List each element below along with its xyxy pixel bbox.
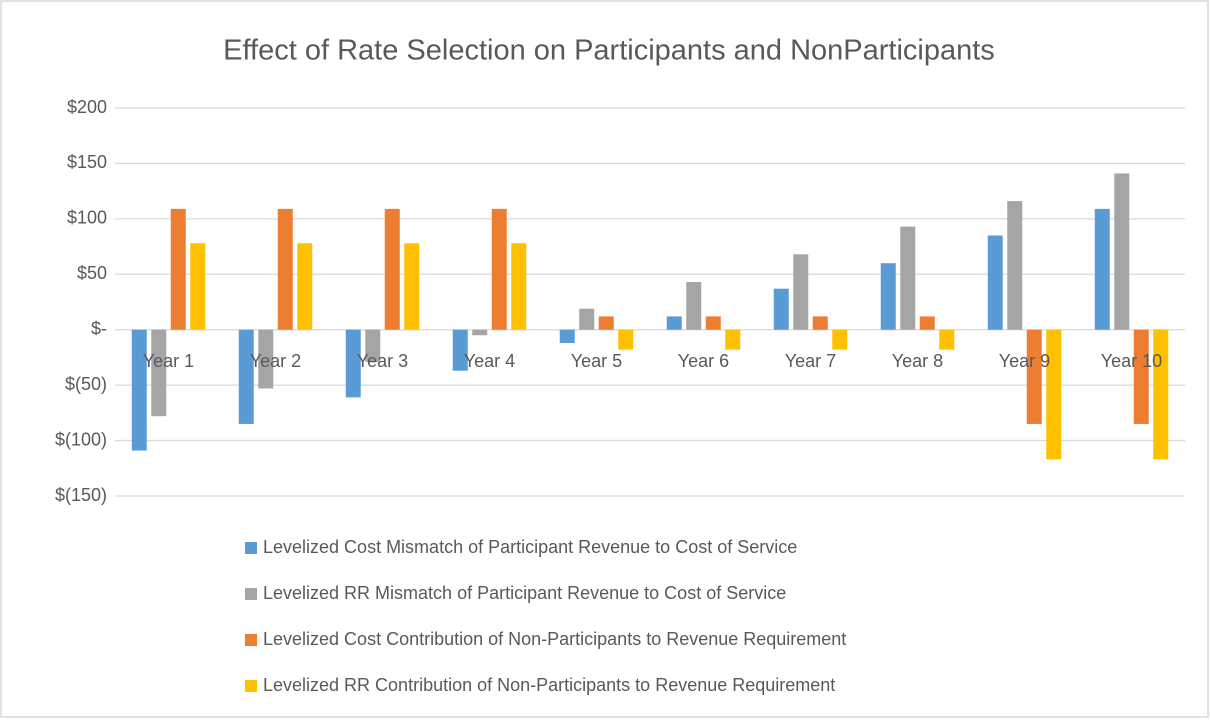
bar bbox=[1026, 329, 1042, 424]
bar bbox=[1007, 201, 1023, 330]
bar bbox=[559, 329, 575, 344]
bar bbox=[404, 243, 420, 330]
x-tick-label: Year 1 bbox=[143, 351, 194, 371]
bar bbox=[345, 329, 361, 398]
bar bbox=[773, 288, 789, 330]
bar bbox=[297, 243, 313, 330]
bar bbox=[793, 254, 809, 330]
y-tick-label: $(150) bbox=[55, 485, 107, 505]
bar bbox=[666, 316, 682, 330]
x-tick-label: Year 2 bbox=[250, 351, 301, 371]
bar bbox=[832, 329, 848, 350]
legend-label: Levelized RR Contribution of Non-Partici… bbox=[263, 675, 835, 695]
bar bbox=[452, 329, 468, 371]
bar bbox=[919, 316, 935, 330]
x-tick-label: Year 10 bbox=[1101, 351, 1162, 371]
bar bbox=[579, 308, 595, 330]
y-tick-label: $150 bbox=[67, 152, 107, 172]
bar bbox=[190, 243, 206, 330]
y-tick-label: $(100) bbox=[55, 429, 107, 449]
y-tick-label: $(50) bbox=[65, 374, 107, 394]
chart-title: Effect of Rate Selection on Participants… bbox=[223, 35, 995, 67]
bar bbox=[384, 208, 400, 330]
legend-swatch bbox=[245, 542, 257, 554]
y-tick-label: $100 bbox=[67, 208, 107, 228]
y-tick-label: $- bbox=[91, 318, 107, 338]
bar bbox=[491, 208, 507, 330]
bar bbox=[1094, 208, 1110, 330]
legend-swatch bbox=[245, 634, 257, 646]
legend-label: Levelized Cost Mismatch of Participant R… bbox=[263, 537, 797, 557]
bar bbox=[686, 282, 702, 330]
bar bbox=[705, 316, 721, 330]
bar bbox=[258, 329, 274, 389]
legend-label: Levelized RR Mismatch of Participant Rev… bbox=[263, 583, 786, 603]
bar bbox=[987, 235, 1003, 330]
bar bbox=[725, 329, 741, 350]
bar bbox=[277, 208, 293, 330]
x-tick-label: Year 3 bbox=[357, 351, 408, 371]
x-tick-label: Year 8 bbox=[892, 351, 943, 371]
bar bbox=[812, 316, 828, 330]
bar bbox=[151, 329, 167, 417]
y-tick-label: $50 bbox=[77, 263, 107, 283]
bar bbox=[511, 243, 527, 330]
x-tick-label: Year 6 bbox=[678, 351, 729, 371]
x-tick-label: Year 4 bbox=[464, 351, 515, 371]
bar bbox=[1046, 329, 1062, 460]
y-tick-label: $200 bbox=[67, 97, 107, 117]
legend-swatch bbox=[245, 680, 257, 692]
bar bbox=[939, 329, 955, 350]
bar bbox=[472, 329, 488, 336]
x-tick-label: Year 7 bbox=[785, 351, 836, 371]
x-tick-label: Year 9 bbox=[999, 351, 1050, 371]
legend-swatch bbox=[245, 588, 257, 600]
bar bbox=[1133, 329, 1149, 424]
bar bbox=[170, 208, 186, 330]
bar bbox=[238, 329, 254, 424]
bar bbox=[900, 226, 916, 330]
bar bbox=[598, 316, 614, 330]
bar bbox=[880, 263, 896, 330]
legend-label: Levelized Cost Contribution of Non-Parti… bbox=[263, 629, 846, 649]
bar bbox=[618, 329, 634, 350]
bar bbox=[1114, 173, 1130, 330]
bar bbox=[365, 329, 381, 362]
bar bbox=[131, 329, 147, 451]
x-tick-label: Year 5 bbox=[571, 351, 622, 371]
bar bbox=[1153, 329, 1169, 460]
